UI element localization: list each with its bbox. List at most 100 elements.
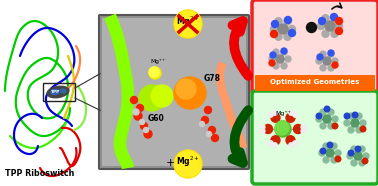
Circle shape — [325, 21, 335, 31]
Circle shape — [285, 56, 291, 62]
Circle shape — [284, 33, 291, 40]
Circle shape — [293, 112, 298, 117]
Circle shape — [212, 134, 218, 142]
Circle shape — [331, 143, 337, 149]
Circle shape — [260, 125, 265, 130]
Circle shape — [351, 119, 359, 127]
Circle shape — [326, 149, 334, 157]
Text: G60: G60 — [148, 113, 164, 123]
Circle shape — [354, 152, 362, 160]
Circle shape — [356, 127, 362, 133]
Circle shape — [201, 116, 209, 124]
Circle shape — [271, 25, 277, 33]
Circle shape — [331, 15, 338, 22]
Circle shape — [209, 126, 215, 134]
Circle shape — [175, 11, 201, 37]
Circle shape — [149, 67, 161, 79]
Circle shape — [347, 153, 353, 159]
Circle shape — [139, 85, 165, 111]
Circle shape — [318, 23, 324, 30]
Circle shape — [175, 151, 201, 177]
Circle shape — [319, 17, 325, 25]
Circle shape — [141, 123, 147, 129]
Circle shape — [319, 150, 325, 156]
Circle shape — [356, 113, 362, 119]
Circle shape — [293, 141, 298, 146]
Circle shape — [328, 123, 334, 129]
Circle shape — [272, 143, 277, 148]
FancyBboxPatch shape — [102, 18, 246, 166]
Circle shape — [130, 97, 138, 103]
Circle shape — [136, 105, 144, 111]
Circle shape — [275, 18, 282, 25]
Circle shape — [284, 18, 291, 25]
Circle shape — [328, 109, 334, 115]
Circle shape — [323, 57, 331, 65]
Circle shape — [317, 54, 323, 60]
FancyBboxPatch shape — [255, 75, 375, 91]
Circle shape — [276, 55, 284, 63]
Circle shape — [286, 136, 295, 145]
Circle shape — [151, 85, 173, 107]
Circle shape — [336, 23, 342, 30]
Text: G78: G78 — [203, 73, 220, 83]
Circle shape — [271, 136, 280, 145]
Circle shape — [269, 60, 275, 66]
Circle shape — [307, 23, 316, 33]
Circle shape — [139, 119, 144, 124]
Circle shape — [328, 65, 334, 71]
Circle shape — [200, 121, 204, 126]
Circle shape — [323, 115, 331, 123]
Circle shape — [322, 15, 329, 22]
Circle shape — [144, 130, 152, 138]
Circle shape — [348, 127, 354, 133]
Circle shape — [355, 146, 361, 152]
Bar — [43, 83, 75, 101]
Circle shape — [363, 153, 369, 159]
Circle shape — [174, 150, 202, 178]
Circle shape — [336, 28, 342, 34]
Circle shape — [360, 120, 366, 126]
Circle shape — [206, 132, 212, 137]
Circle shape — [301, 129, 306, 133]
Circle shape — [275, 33, 282, 40]
Circle shape — [270, 52, 276, 58]
Circle shape — [174, 10, 202, 38]
Circle shape — [271, 113, 280, 122]
Circle shape — [320, 109, 326, 115]
Circle shape — [273, 63, 279, 69]
Circle shape — [348, 150, 354, 156]
Circle shape — [362, 158, 368, 164]
Text: Mg$^{2+}$: Mg$^{2+}$ — [176, 155, 200, 169]
Circle shape — [328, 50, 334, 56]
Circle shape — [271, 20, 279, 28]
Circle shape — [332, 116, 338, 122]
Circle shape — [332, 58, 338, 64]
Circle shape — [359, 160, 365, 166]
Circle shape — [316, 113, 322, 119]
Circle shape — [269, 56, 275, 62]
Circle shape — [149, 67, 159, 77]
Circle shape — [271, 31, 277, 38]
Circle shape — [359, 146, 365, 152]
Circle shape — [204, 107, 212, 113]
Circle shape — [272, 110, 277, 115]
Circle shape — [324, 106, 330, 112]
Circle shape — [351, 160, 357, 166]
Circle shape — [275, 121, 291, 137]
Circle shape — [285, 17, 291, 23]
Circle shape — [360, 126, 366, 132]
Circle shape — [323, 143, 329, 149]
Circle shape — [320, 51, 326, 57]
Circle shape — [328, 51, 334, 57]
Circle shape — [133, 109, 139, 115]
Circle shape — [260, 129, 265, 133]
Circle shape — [335, 156, 341, 162]
Circle shape — [344, 113, 350, 119]
Circle shape — [293, 124, 302, 134]
Circle shape — [286, 113, 295, 122]
Circle shape — [336, 17, 342, 25]
Ellipse shape — [60, 89, 66, 93]
Text: Mg⁺⁺: Mg⁺⁺ — [150, 58, 166, 64]
Circle shape — [268, 112, 273, 117]
